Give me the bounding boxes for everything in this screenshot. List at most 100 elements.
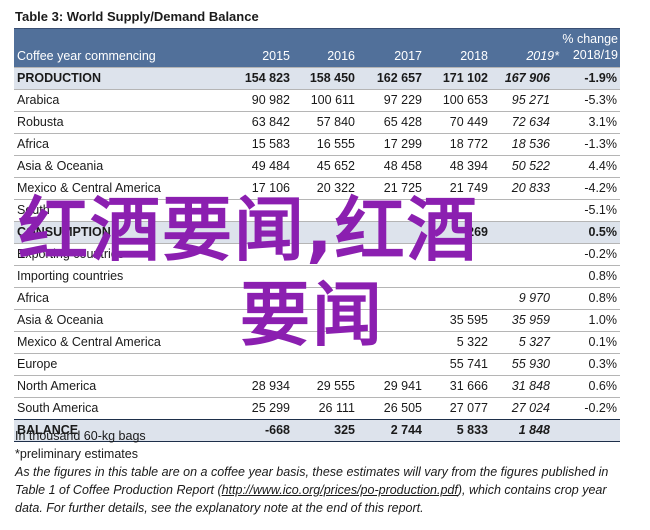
table-row: PRODUCTION 154 823 158 450 162 657 171 102 16…: [14, 67, 620, 89]
report-link[interactable]: http://www.ico.org/prices/po-production.…: [221, 483, 458, 497]
cell-value: 5 833: [456, 423, 488, 437]
cell-value: 5 322: [456, 335, 488, 349]
cell-value: 2 744: [390, 423, 422, 437]
year-header: 2016: [327, 49, 355, 63]
pct-change-cell: 0.1%: [588, 335, 618, 349]
footnote-text: Table 1 of Coffee Production Report (: [15, 483, 222, 497]
cell-value: 35 595: [449, 313, 488, 327]
year-header: 2018: [460, 49, 488, 63]
table-body: PRODUCTION 154 823 158 450 162 657 171 102 16…: [14, 67, 620, 442]
cell-value: 1 848: [518, 423, 550, 437]
row-label: BALANCE: [17, 423, 79, 437]
table-row: Robusta 63 842 57 840 65 428 70 449 72 634 3.1…: [14, 111, 620, 133]
row-label: Asia & Oceania: [17, 313, 104, 327]
table-row: Mexico & Central America 17 106 20 322 21 7…: [14, 177, 620, 199]
pct-change-cell: -0.2%: [584, 247, 617, 261]
row-label: Africa: [17, 137, 49, 151]
cell-value: 167 906: [504, 71, 550, 85]
cell-value: 70 449: [449, 115, 488, 129]
row-label: Asia & Oceania: [17, 159, 104, 173]
pct-change-cell: -4.2%: [584, 181, 617, 195]
cell-value: 9 970: [518, 291, 550, 305]
pct-change-cell: 1.0%: [588, 313, 618, 327]
row-label: North America: [17, 379, 97, 393]
row-label: Robusta: [17, 115, 64, 129]
cell-value: 48 394: [449, 159, 488, 173]
cell-value: 45 652: [316, 159, 355, 173]
cell-value: -668: [264, 423, 290, 437]
cell-value: 63 842: [251, 115, 290, 129]
footnote-line: As the figures in this table are on a co…: [15, 465, 609, 479]
cell-value: 269: [467, 225, 488, 239]
cell-value: 100 653: [442, 93, 488, 107]
table-row: Exporting countries -0.2%: [14, 243, 620, 265]
table-row: CONSUMPTION 269 0.5%: [14, 221, 620, 243]
cell-value: 325: [334, 423, 355, 437]
row-label: Mexico & Central America: [17, 181, 161, 195]
pct-change-cell: 0.5%: [588, 225, 618, 239]
cell-value: 20 833: [511, 181, 550, 195]
table-header: % change 2018/19 Coffee year commencing …: [14, 29, 620, 67]
cell-value: 90 982: [251, 93, 290, 107]
row-label: Mexico & Central America: [17, 335, 161, 349]
row-label: South: [17, 203, 50, 217]
cell-value: 28 934: [251, 379, 290, 393]
table-row: Asia & Oceania 49 484 45 652 48 458 48 394 50…: [14, 155, 620, 177]
cell-value: 17 299: [383, 137, 422, 151]
table-row: Africa 9 970 0.8%: [14, 287, 620, 309]
cell-value: 162 657: [376, 71, 422, 85]
row-label: Europe: [17, 357, 58, 371]
cell-value: 16 555: [316, 137, 355, 151]
cell-value: 29 555: [316, 379, 355, 393]
pct-change-cell: -0.2%: [584, 401, 617, 415]
cell-value: 21 749: [449, 181, 488, 195]
cell-value: 49 484: [251, 159, 290, 173]
cell-value: 25 299: [251, 401, 290, 415]
cell-value: 57 840: [316, 115, 355, 129]
footnote-line: data. For further details, see the expla…: [15, 501, 424, 515]
row-label: South America: [17, 401, 99, 415]
row-label: CONSUMPTION: [17, 225, 111, 239]
cell-value: 95 271: [511, 93, 550, 107]
footnote-line: Table 1 of Coffee Production Report (htt…: [15, 481, 625, 499]
table-row: South America 25 299 26 111 26 505 27 077 27 …: [14, 397, 620, 419]
year-header: 2019*: [526, 49, 559, 63]
pct-change-cell: 3.1%: [588, 115, 618, 129]
estimate-note: *preliminary estimates: [15, 447, 138, 461]
cell-value: 55 930: [511, 357, 550, 371]
cell-value: 29 941: [383, 379, 422, 393]
cell-value: 171 102: [442, 71, 488, 85]
cell-value: 15 583: [251, 137, 290, 151]
cell-value: 5 327: [518, 335, 550, 349]
cell-value: 31 666: [449, 379, 488, 393]
cell-value: 65 428: [383, 115, 422, 129]
pct-change-cell: 4.4%: [588, 159, 618, 173]
row-label: Arabica: [17, 93, 60, 107]
table-notes: In thousand 60-kg bags *preliminary esti…: [15, 427, 625, 517]
pct-change-cell: 0.3%: [588, 357, 618, 371]
cell-value: 35 959: [511, 313, 550, 327]
cell-value: 20 322: [316, 181, 355, 195]
cell-value: 100 611: [310, 93, 355, 107]
cell-value: 97 229: [383, 93, 422, 107]
cell-value: 21 725: [383, 181, 422, 195]
pct-change-cell: -1.3%: [584, 137, 617, 151]
pct-change-header: % change 2018/19: [548, 31, 618, 63]
cell-value: 17 106: [251, 181, 290, 195]
supply-demand-table: % change 2018/19 Coffee year commencing …: [14, 28, 620, 442]
cell-value: 31 848: [511, 379, 550, 393]
pct-change-cell: 0.6%: [588, 379, 618, 393]
table-row: Arabica 90 982 100 611 97 229 100 653 95 271 -…: [14, 89, 620, 111]
coffee-year-label: Coffee year commencing: [17, 49, 156, 63]
cell-value: 48 458: [383, 159, 422, 173]
cell-value: 27 077: [449, 401, 488, 415]
cell-value: 18 536: [511, 137, 550, 151]
cell-value: 154 823: [244, 71, 290, 85]
row-label: PRODUCTION: [17, 71, 102, 85]
pct-change-label: % change: [562, 32, 618, 46]
pct-change-cell: -1.9%: [584, 71, 617, 85]
cell-value: 18 772: [449, 137, 488, 151]
table-row: Africa 15 583 16 555 17 299 18 772 18 536 -1.3…: [14, 133, 620, 155]
pct-change-cell: 0.8%: [588, 269, 618, 283]
cell-value: 26 111: [318, 401, 355, 415]
